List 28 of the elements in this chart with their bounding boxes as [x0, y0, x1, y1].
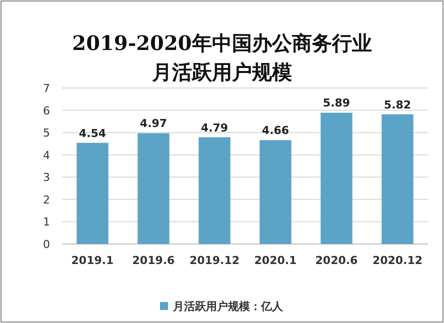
data-label: 4.79 [200, 121, 228, 134]
y-tick-label: 6 [43, 104, 50, 118]
x-tick-label: 2019.12 [189, 254, 240, 267]
data-label: 4.54 [78, 126, 106, 140]
y-tick-label: 3 [43, 171, 50, 184]
legend-label: 月活跃用户规模：亿人 [172, 300, 284, 313]
y-tick-label: 5 [43, 126, 50, 140]
x-tick-label: 2020.12 [372, 254, 423, 267]
x-tick-label: 2020.1 [254, 254, 297, 267]
y-tick-label: 4 [43, 148, 50, 162]
bar [138, 133, 170, 244]
data-label: 5.89 [322, 96, 350, 110]
y-tick-label: 1 [43, 216, 50, 229]
bar [320, 112, 352, 244]
data-label: 4.97 [140, 117, 168, 130]
data-label: 5.82 [384, 98, 412, 112]
bar [76, 142, 108, 244]
bar [198, 137, 230, 244]
y-tick-label: 7 [43, 82, 50, 95]
bar [382, 114, 414, 244]
y-tick-label: 0 [43, 238, 50, 251]
chart-title: 2019-2020年中国办公商务行业月活跃用户规模 [72, 31, 372, 84]
x-tick-label: 2019.6 [132, 254, 176, 267]
y-tick-label: 2 [43, 193, 50, 206]
data-label: 4.66 [262, 124, 290, 138]
x-tick-label: 2019.1 [71, 254, 114, 267]
x-tick-label: 2020.6 [315, 254, 358, 267]
bar [260, 140, 292, 244]
